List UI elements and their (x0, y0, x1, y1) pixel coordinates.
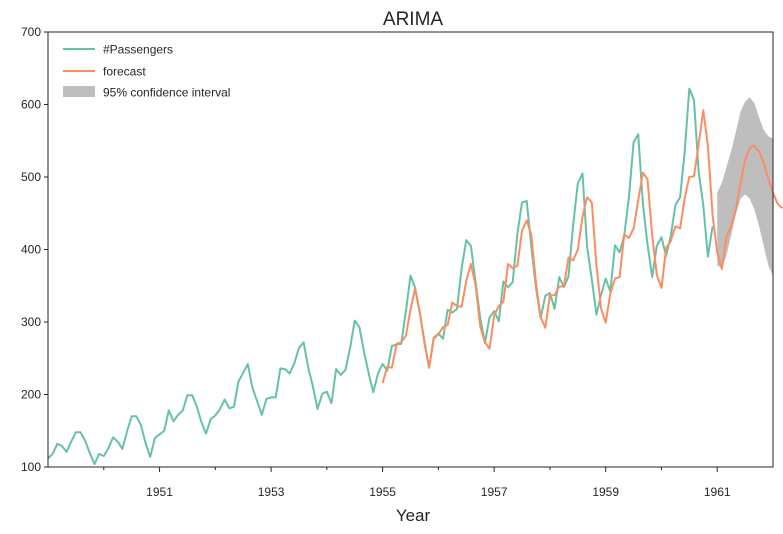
y-tick-label: 600 (21, 98, 41, 112)
x-axis: 1951 1953 1955 1957 1959 1961 (103, 467, 731, 499)
y-tick-label: 100 (21, 460, 41, 474)
passengers-series-line (47, 87, 714, 466)
y-tick-label: 700 (21, 25, 41, 39)
legend-ci-swatch (63, 86, 95, 97)
plot-area (47, 87, 783, 466)
confidence-interval-band (717, 97, 773, 277)
y-axis: 100 200 300 400 500 600 700 (21, 25, 48, 474)
x-tick-label: 1955 (369, 485, 396, 499)
y-tick-label: 300 (21, 315, 41, 329)
y-tick-label: 400 (21, 243, 41, 257)
x-tick-label: 1953 (258, 485, 285, 499)
y-tick-label: 500 (21, 170, 41, 184)
legend-forecast-label: forecast (103, 65, 146, 79)
y-tick-label: 200 (21, 388, 41, 402)
legend: #Passengers forecast 95% confidence inte… (63, 43, 230, 100)
x-tick-label: 1961 (704, 485, 731, 499)
legend-ci-label: 95% confidence interval (103, 86, 230, 100)
x-tick-label: 1957 (481, 485, 508, 499)
x-tick-label: 1951 (146, 485, 173, 499)
x-axis-label: Year (396, 506, 431, 525)
chart-title: ARIMA (383, 9, 444, 30)
x-tick-label: 1959 (592, 485, 619, 499)
forecast-series-line (381, 109, 783, 384)
legend-passengers-label: #Passengers (103, 43, 173, 57)
